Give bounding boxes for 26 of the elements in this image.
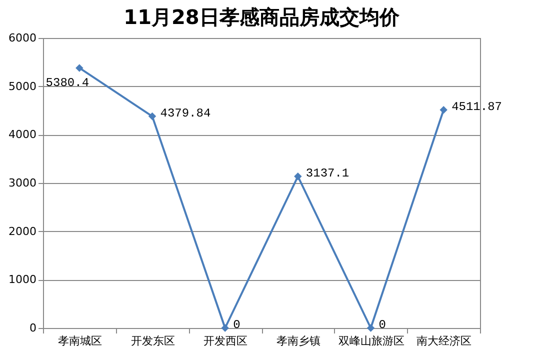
data-label: 4379.84 [160, 106, 211, 120]
y-tick-label: 1000 [8, 273, 36, 286]
x-tick-label: 开发东区 [130, 334, 175, 348]
y-tick-label: 0 [30, 322, 36, 334]
y-tick-label: 6000 [8, 32, 36, 44]
y-tick-label: 3000 [8, 176, 36, 190]
x-tick-label: 南大经济区 [416, 334, 472, 348]
point [76, 64, 84, 72]
point [294, 172, 302, 180]
x-tick-label: 双峰山旅游区 [338, 334, 404, 348]
point [440, 106, 448, 114]
data-label: 5380.4 [46, 76, 90, 90]
point [148, 112, 156, 120]
data-label: 0 [233, 318, 240, 332]
y-tick-label: 2000 [8, 224, 36, 238]
x-tick-label: 孝南乡镇 [276, 334, 320, 348]
x-tick-label: 孝南城区 [58, 334, 102, 348]
y-tick-label: 5000 [8, 80, 36, 93]
point [221, 324, 229, 332]
chart-title: 11月28日孝感商品房成交均价 [124, 5, 400, 29]
data-label: 3137.1 [306, 166, 350, 180]
x-tick-label: 开发西区 [204, 334, 248, 348]
data-label: 0 [378, 318, 386, 332]
point [366, 324, 375, 332]
data-label: 4511.87 [452, 100, 502, 114]
y-tick-label: 4000 [8, 128, 36, 142]
